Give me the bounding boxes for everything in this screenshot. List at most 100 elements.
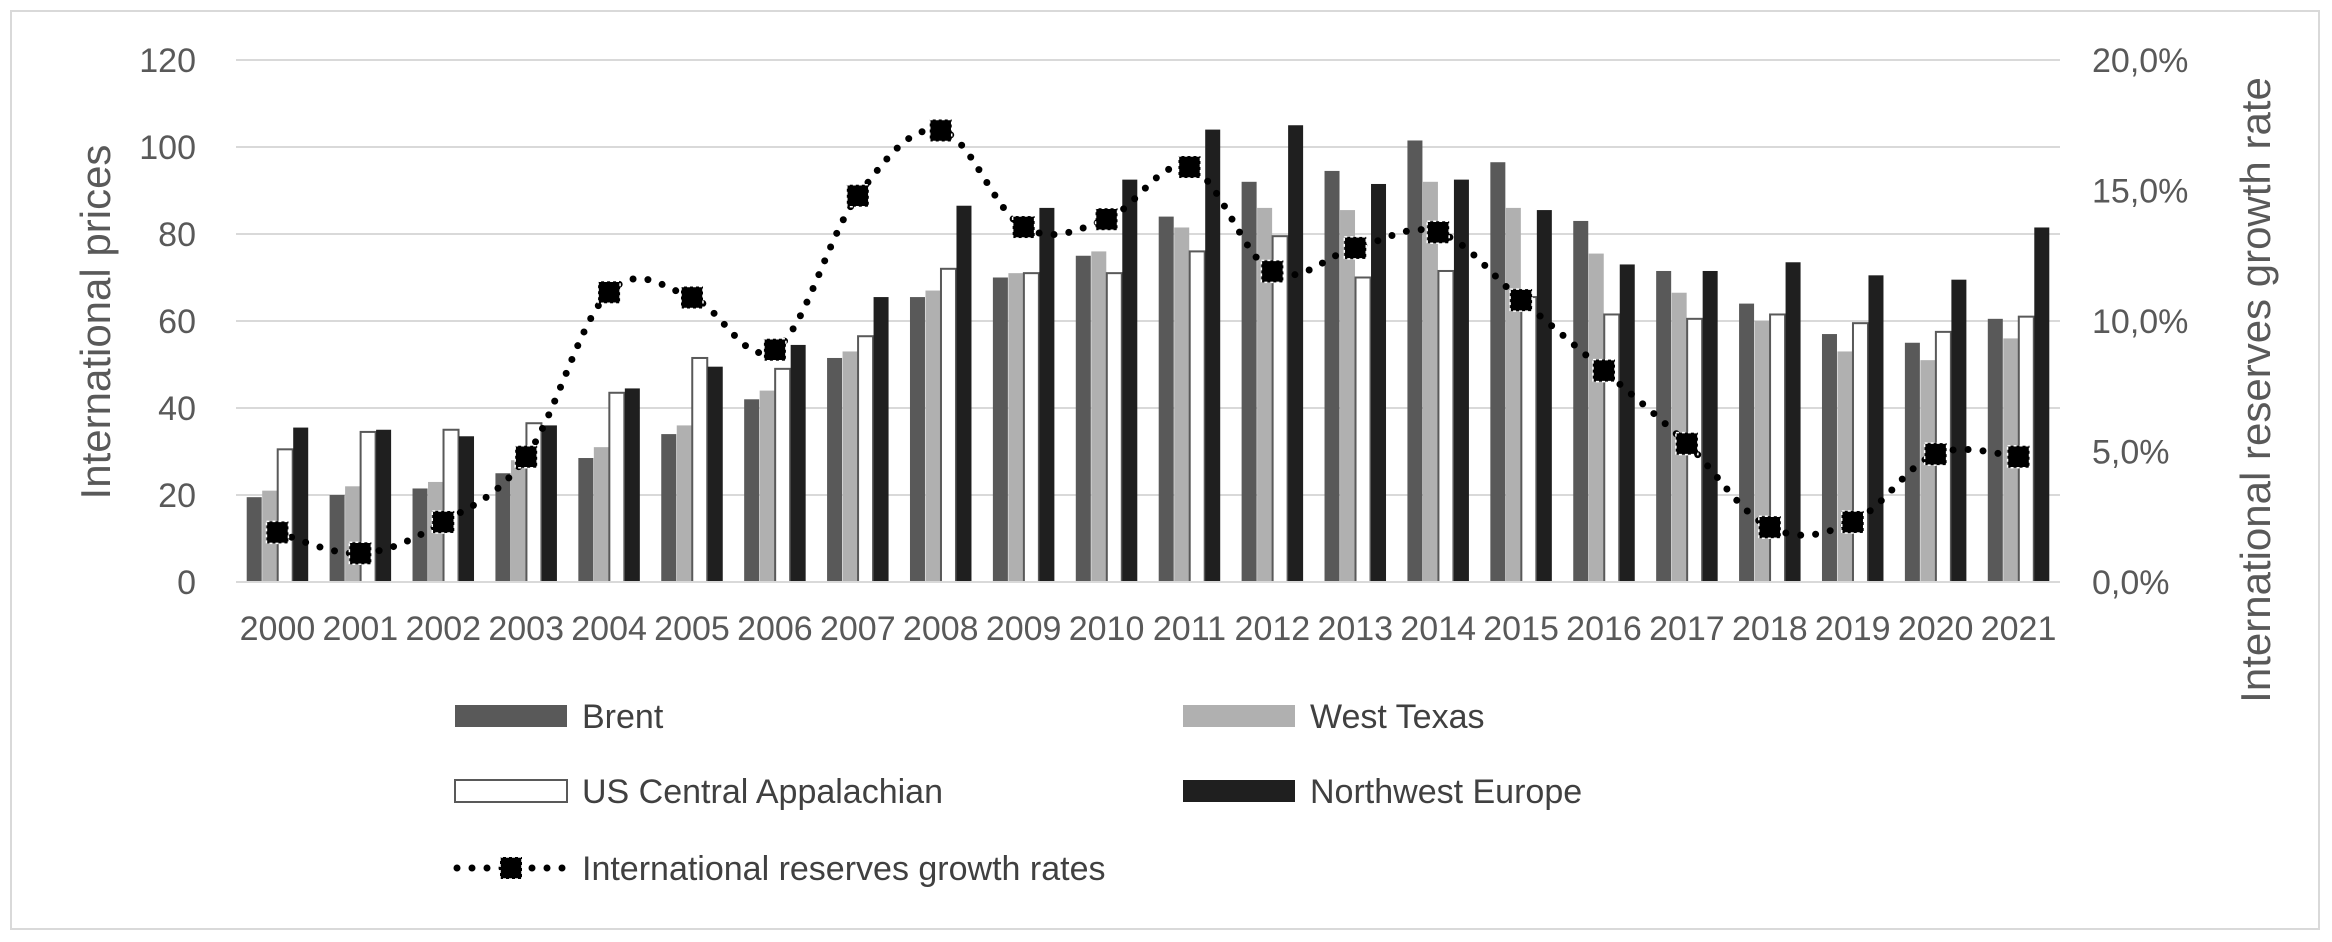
bar-brent <box>1407 140 1423 582</box>
growth-rate-marker <box>928 118 953 143</box>
bar-us-central-appalachian <box>774 367 792 583</box>
legend-label: Brent <box>582 698 664 736</box>
bar-brent <box>1241 181 1257 583</box>
legend-marker-swatch <box>499 856 523 880</box>
growth-rate-marker <box>431 510 456 534</box>
bar-northwest-europe <box>1288 125 1304 582</box>
bar-us-central-appalachian <box>1354 276 1372 583</box>
bar-brent <box>827 357 843 582</box>
bar-west-texas <box>345 486 361 582</box>
x-tick-label: 2020 <box>1898 610 1974 648</box>
bar-northwest-europe <box>293 427 309 582</box>
x-tick-label: 2007 <box>820 610 896 648</box>
legend-swatch <box>454 779 568 803</box>
y2-tick-label: 15,0% <box>2092 173 2188 211</box>
growth-rate-marker <box>597 280 621 305</box>
bar-brent <box>495 473 511 582</box>
bar-northwest-europe <box>1536 210 1552 582</box>
bar-west-texas <box>1008 273 1024 582</box>
x-tick-label: 2010 <box>1069 610 1145 648</box>
growth-rate-marker <box>1094 207 1119 231</box>
bar-us-central-appalachian <box>1603 313 1621 583</box>
legend-label: International reserves growth rates <box>582 850 1105 888</box>
bar-us-central-appalachian <box>1022 272 1040 583</box>
bar-brent <box>661 434 677 582</box>
bar-us-central-appalachian <box>691 356 709 583</box>
growth-rate-marker <box>1011 215 1036 239</box>
bar-northwest-europe <box>1122 179 1138 582</box>
bar-northwest-europe <box>956 205 972 582</box>
y-tick-label: 20 <box>158 477 196 515</box>
growth-rate-marker <box>1260 259 1285 284</box>
bar-brent <box>992 277 1008 582</box>
growth-rate-marker <box>1923 442 1948 466</box>
bar-us-central-appalachian <box>1105 272 1123 583</box>
bar-us-central-appalachian <box>1769 313 1787 583</box>
y-tick-label: 0 <box>177 564 196 602</box>
bar-west-texas <box>1340 210 1356 582</box>
x-tick-label: 2006 <box>737 610 813 648</box>
growth-rate-marker <box>514 444 538 469</box>
x-tick-label: 2015 <box>1483 610 1559 648</box>
legend-swatch <box>1183 780 1295 802</box>
bar-us-central-appalachian <box>857 335 875 583</box>
bar-us-central-appalachian <box>608 391 626 583</box>
x-tick-label: 2021 <box>1981 610 2057 648</box>
bar-brent <box>1075 255 1091 582</box>
bar-us-central-appalachian <box>1520 296 1538 583</box>
x-tick-label: 2004 <box>571 610 647 648</box>
growth-rate-marker <box>1592 358 1616 383</box>
y-tick-label: 60 <box>158 303 196 341</box>
bar-west-texas <box>1505 207 1521 582</box>
y2-tick-label: 0,0% <box>2092 564 2170 602</box>
bar-northwest-europe <box>2034 227 2050 582</box>
bar-west-texas <box>759 390 775 582</box>
growth-rate-marker <box>1426 220 1450 245</box>
x-tick-label: 2000 <box>240 610 316 648</box>
growth-rate-marker <box>1509 288 1533 312</box>
bar-west-texas <box>1091 251 1107 582</box>
legend-swatch <box>1183 705 1295 727</box>
bar-northwest-europe <box>1951 279 1967 582</box>
x-tick-label: 2019 <box>1815 610 1891 648</box>
x-tick-label: 2001 <box>323 610 399 648</box>
legend-swatch <box>455 705 567 727</box>
bar-brent <box>744 399 760 582</box>
y2-axis-title: International reserves growth rate <box>2232 77 2279 703</box>
legend-label: Northwest Europe <box>1310 773 1582 811</box>
bar-northwest-europe <box>1702 270 1718 582</box>
growth-rate-marker <box>2006 444 2031 469</box>
growth-rate-marker <box>348 541 373 566</box>
x-tick-label: 2009 <box>986 610 1062 648</box>
x-tick-label: 2014 <box>1400 610 1476 648</box>
bar-brent <box>1904 342 1920 582</box>
bar-us-central-appalachian <box>1437 269 1455 583</box>
bar-northwest-europe <box>624 388 640 582</box>
bar-northwest-europe <box>790 344 806 582</box>
bar-brent <box>329 495 345 582</box>
bar-brent <box>1821 334 1837 582</box>
bar-us-central-appalachian <box>939 267 957 583</box>
y-tick-label: 80 <box>158 216 196 254</box>
bar-west-texas <box>1754 321 1770 582</box>
bar-northwest-europe <box>707 366 723 582</box>
bar-west-texas <box>1422 181 1438 583</box>
bar-brent <box>246 497 262 582</box>
bar-us-central-appalachian <box>1851 322 1869 583</box>
bar-brent <box>578 458 594 582</box>
bar-west-texas <box>593 447 609 582</box>
growth-rate-marker <box>1177 155 1202 179</box>
bar-northwest-europe <box>376 429 392 582</box>
bar-brent <box>909 297 925 582</box>
bar-brent <box>1739 303 1755 582</box>
bar-west-texas <box>1920 360 1936 582</box>
growth-rate-marker <box>763 337 787 362</box>
bar-west-texas <box>510 460 526 582</box>
bar-brent <box>1573 220 1589 582</box>
x-tick-label: 2016 <box>1566 610 1642 648</box>
bar-west-texas <box>1837 351 1853 582</box>
x-tick-label: 2017 <box>1649 610 1725 648</box>
growth-rate-marker <box>265 520 290 545</box>
bar-west-texas <box>842 351 858 582</box>
